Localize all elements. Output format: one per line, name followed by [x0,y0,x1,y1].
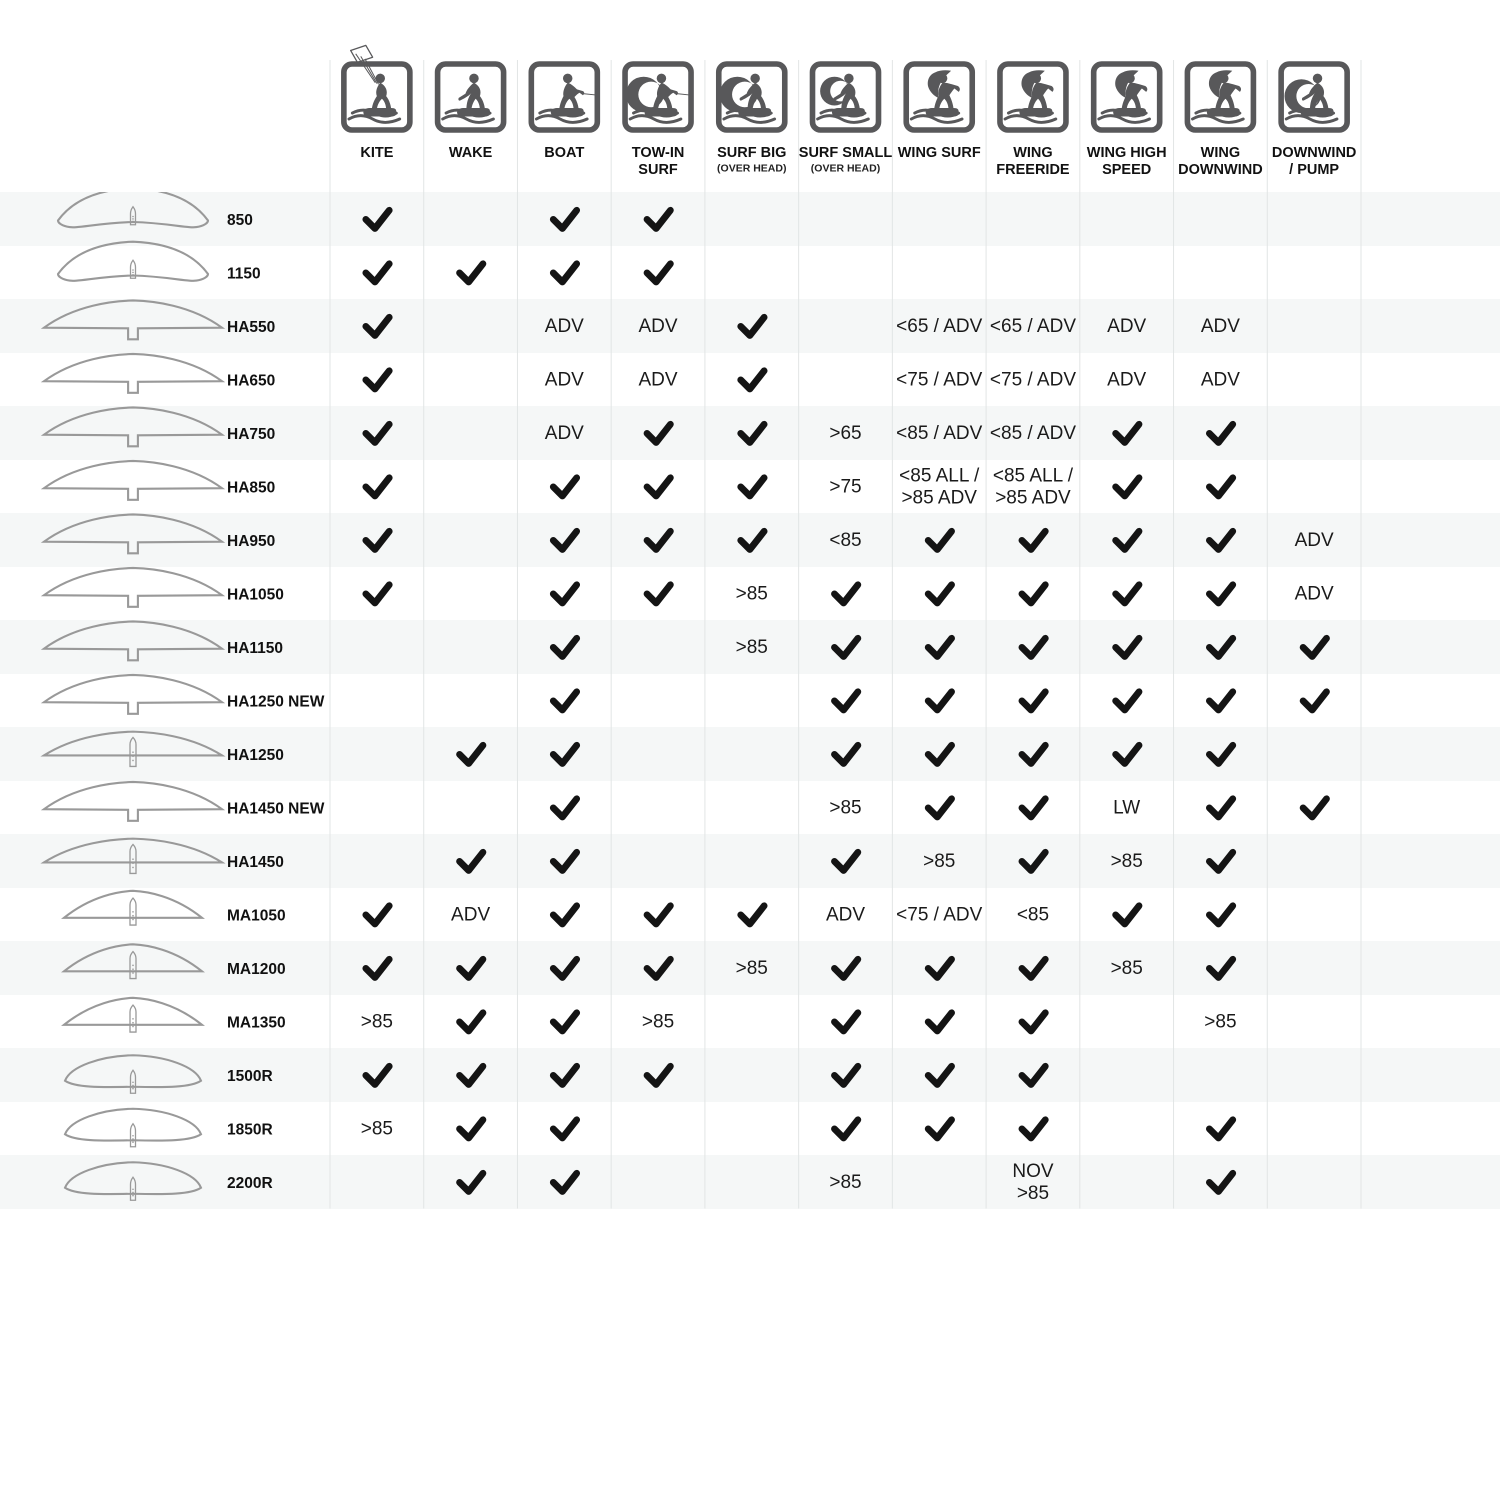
svg-text:>85: >85 [1204,1011,1236,1032]
svg-text:KITE: KITE [360,145,393,161]
svg-text:HA950: HA950 [227,533,275,550]
svg-text:<85: <85 [829,530,861,551]
svg-text:<65 / ADV: <65 / ADV [896,316,982,337]
svg-text:TOW-IN: TOW-IN [632,145,685,161]
svg-text:>65: >65 [829,423,861,444]
svg-text:LW: LW [1113,797,1140,818]
svg-text:1150: 1150 [227,265,261,282]
svg-text:850: 850 [227,212,253,229]
svg-text:HA1250: HA1250 [227,747,284,764]
svg-text:WING: WING [1201,145,1240,161]
svg-text:SPEED: SPEED [1102,162,1151,178]
svg-text:ADV: ADV [1107,316,1146,337]
svg-text:<75 / ADV: <75 / ADV [990,369,1076,390]
svg-text:NOV: NOV [1012,1161,1054,1182]
svg-text:2200R: 2200R [227,1175,273,1192]
svg-text:>85: >85 [361,1118,393,1139]
svg-text:WING SURF: WING SURF [898,145,981,161]
svg-text:MA1350: MA1350 [227,1014,286,1031]
svg-text:MA1200: MA1200 [227,961,286,978]
svg-text:HA650: HA650 [227,372,275,389]
svg-text:>75: >75 [829,476,861,497]
svg-text:<85: <85 [1017,904,1049,925]
svg-text:BOAT: BOAT [544,145,584,161]
svg-text:WING HIGH: WING HIGH [1087,145,1167,161]
svg-text:ADV: ADV [545,316,584,337]
svg-text:<75 / ADV: <75 / ADV [896,904,982,925]
svg-text:FREERIDE: FREERIDE [996,162,1070,178]
svg-text:WAKE: WAKE [449,145,493,161]
svg-text:>85: >85 [736,583,768,604]
svg-text:<85 / ADV: <85 / ADV [896,423,982,444]
svg-text:MA1050: MA1050 [227,907,286,924]
svg-text:1850R: 1850R [227,1121,273,1138]
svg-text:>85: >85 [1111,958,1143,979]
svg-text:>85: >85 [736,637,768,658]
svg-text:>85 ADV: >85 ADV [901,487,977,508]
svg-text:>85: >85 [1017,1183,1049,1204]
svg-text:ADV: ADV [826,904,865,925]
svg-text:(OVER HEAD): (OVER HEAD) [811,163,880,175]
svg-text:HA1250 NEW: HA1250 NEW [227,693,325,710]
svg-text:ADV: ADV [1201,369,1240,390]
svg-text:>85: >85 [736,958,768,979]
svg-text:SURF SMALL: SURF SMALL [799,145,893,161]
svg-text:ADV: ADV [545,369,584,390]
svg-text:1500R: 1500R [227,1068,273,1085]
svg-text:>85 ADV: >85 ADV [995,487,1071,508]
svg-text:DOWNWIND: DOWNWIND [1178,162,1263,178]
svg-text:ADV: ADV [545,423,584,444]
svg-text:<85 ALL /: <85 ALL / [899,465,980,486]
svg-text:ADV: ADV [451,904,490,925]
svg-text:HA550: HA550 [227,319,275,336]
svg-text:ADV: ADV [1201,316,1240,337]
svg-text:HA1150: HA1150 [227,640,283,657]
svg-text:>85: >85 [923,851,955,872]
svg-text:HA850: HA850 [227,479,275,496]
svg-text:DOWNWIND: DOWNWIND [1272,145,1357,161]
svg-text:HA1450 NEW: HA1450 NEW [227,800,325,817]
svg-text:HA750: HA750 [227,426,275,443]
svg-text:<85 / ADV: <85 / ADV [990,423,1076,444]
svg-text:/ PUMP: / PUMP [1289,162,1339,178]
svg-text:>85: >85 [1111,851,1143,872]
svg-text:SURF BIG: SURF BIG [717,145,786,161]
svg-text:SURF: SURF [638,162,678,178]
svg-text:(OVER HEAD): (OVER HEAD) [717,163,786,175]
svg-text:ADV: ADV [639,316,678,337]
svg-text:HA1050: HA1050 [227,586,284,603]
svg-text:HA1450: HA1450 [227,854,284,871]
svg-text:ADV: ADV [639,369,678,390]
svg-text:ADV: ADV [1295,530,1334,551]
svg-text:>85: >85 [642,1011,674,1032]
svg-text:>85: >85 [829,1172,861,1193]
svg-text:ADV: ADV [1107,369,1146,390]
svg-text:<65 / ADV: <65 / ADV [990,316,1076,337]
svg-text:WING: WING [1013,145,1052,161]
svg-text:>85: >85 [829,797,861,818]
svg-text:<75 / ADV: <75 / ADV [896,369,982,390]
svg-text:>85: >85 [361,1011,393,1032]
svg-text:<85 ALL /: <85 ALL / [993,465,1074,486]
svg-text:ADV: ADV [1295,583,1334,604]
